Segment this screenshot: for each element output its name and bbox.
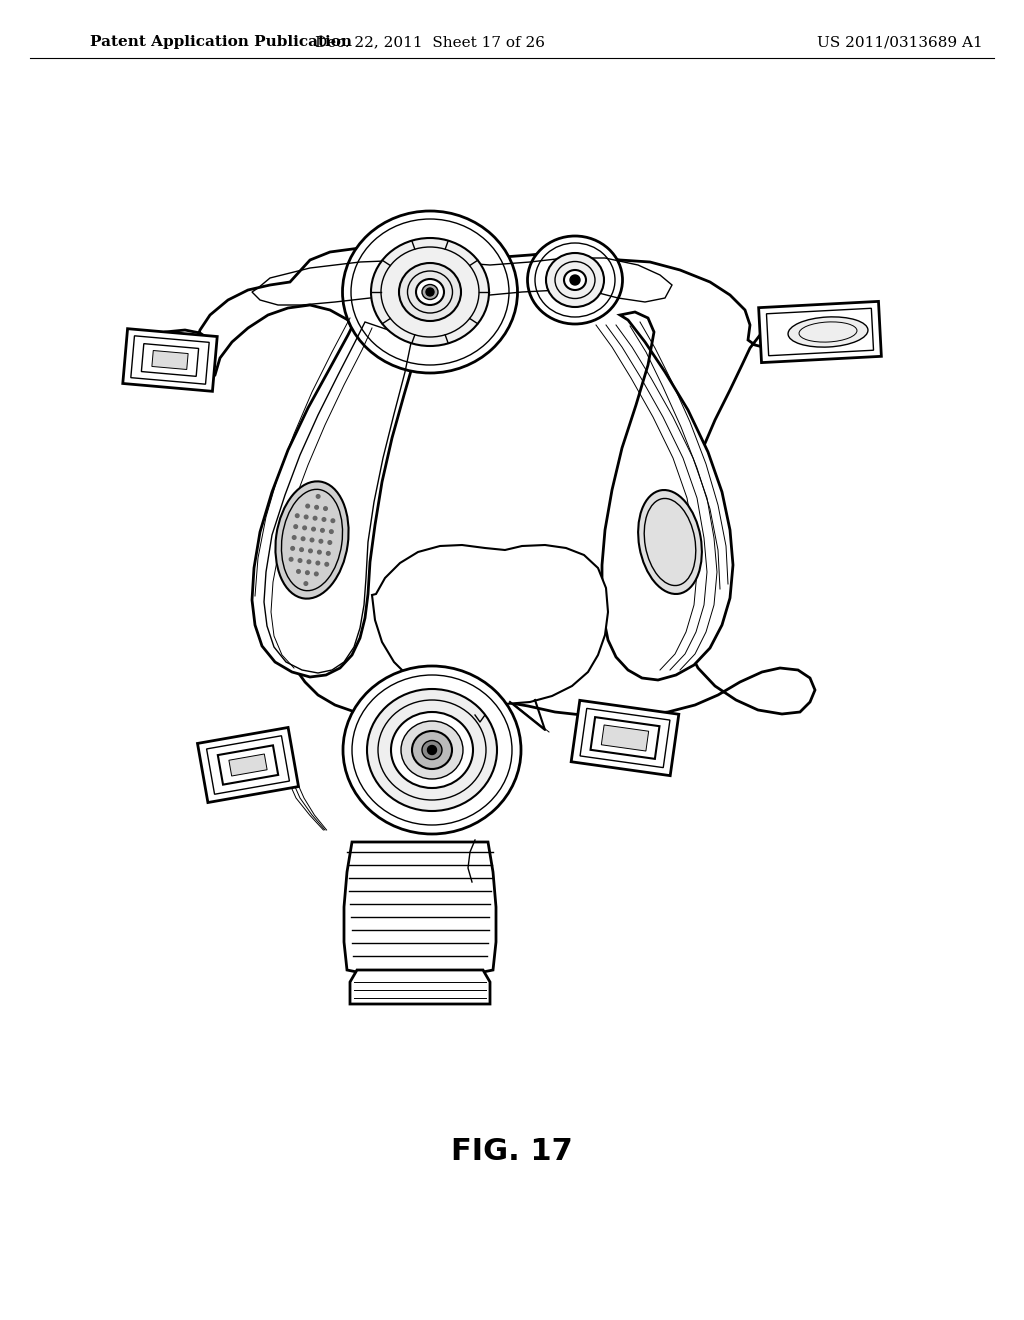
Ellipse shape (367, 689, 497, 810)
Ellipse shape (426, 288, 434, 296)
Circle shape (316, 495, 319, 498)
Ellipse shape (422, 285, 438, 300)
Circle shape (316, 561, 319, 565)
Polygon shape (350, 970, 490, 1005)
Circle shape (310, 539, 313, 541)
Ellipse shape (412, 731, 452, 770)
Circle shape (317, 550, 322, 554)
Circle shape (308, 549, 312, 553)
Circle shape (331, 519, 335, 523)
Ellipse shape (391, 711, 473, 788)
Circle shape (290, 557, 293, 561)
Circle shape (303, 527, 306, 529)
Ellipse shape (564, 271, 586, 290)
Text: Dec. 22, 2011  Sheet 17 of 26: Dec. 22, 2011 Sheet 17 of 26 (315, 36, 545, 49)
Polygon shape (571, 701, 679, 776)
Ellipse shape (401, 721, 463, 779)
Ellipse shape (788, 317, 868, 347)
Circle shape (321, 528, 325, 532)
Circle shape (293, 536, 296, 540)
Circle shape (297, 570, 300, 573)
Ellipse shape (399, 263, 461, 321)
Ellipse shape (638, 490, 701, 594)
Polygon shape (252, 310, 418, 677)
Circle shape (305, 570, 309, 574)
Circle shape (327, 552, 330, 556)
Polygon shape (132, 248, 865, 715)
Circle shape (325, 562, 329, 566)
Ellipse shape (275, 482, 348, 599)
Ellipse shape (527, 236, 623, 323)
Circle shape (298, 558, 302, 562)
Polygon shape (152, 351, 188, 370)
Circle shape (291, 546, 295, 550)
Polygon shape (759, 301, 882, 363)
Circle shape (314, 506, 318, 510)
Polygon shape (601, 725, 648, 751)
Text: Patent Application Publication: Patent Application Publication (90, 36, 352, 49)
Text: US 2011/0313689 A1: US 2011/0313689 A1 (817, 36, 983, 49)
Ellipse shape (546, 253, 604, 308)
Circle shape (323, 517, 326, 521)
Polygon shape (229, 754, 267, 776)
Circle shape (319, 540, 323, 543)
Circle shape (307, 560, 310, 564)
Circle shape (304, 582, 307, 585)
Polygon shape (344, 842, 496, 972)
Circle shape (324, 507, 328, 511)
Circle shape (328, 541, 332, 544)
Ellipse shape (427, 746, 436, 755)
Circle shape (314, 572, 318, 576)
Ellipse shape (342, 211, 517, 374)
Ellipse shape (371, 238, 489, 346)
Polygon shape (198, 727, 299, 803)
Circle shape (300, 548, 303, 552)
Circle shape (304, 515, 308, 519)
Ellipse shape (570, 275, 580, 285)
Circle shape (301, 537, 305, 541)
Ellipse shape (343, 667, 521, 834)
Circle shape (313, 516, 316, 520)
Circle shape (311, 527, 315, 531)
Circle shape (306, 504, 309, 508)
Polygon shape (602, 312, 733, 680)
Ellipse shape (422, 741, 442, 759)
Ellipse shape (416, 279, 444, 305)
Text: FIG. 17: FIG. 17 (452, 1138, 572, 1167)
Circle shape (330, 529, 333, 533)
Polygon shape (123, 329, 217, 391)
Polygon shape (372, 545, 608, 704)
Circle shape (296, 513, 299, 517)
Circle shape (294, 525, 298, 528)
